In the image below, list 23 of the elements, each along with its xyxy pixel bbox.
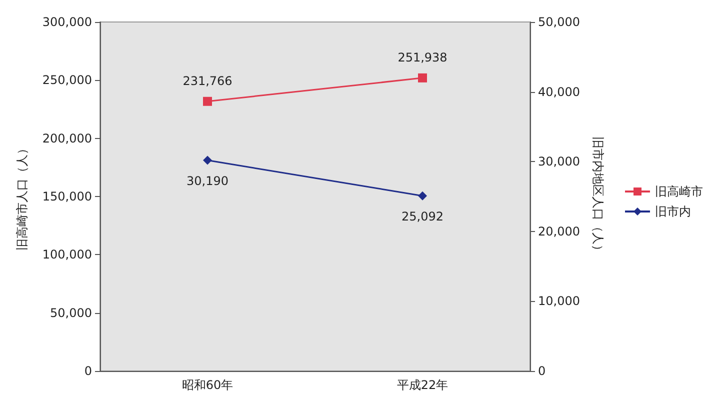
- data-label: 30,190: [186, 174, 228, 188]
- y-tick-label: 100,000: [42, 248, 92, 262]
- y-tick-label: 300,000: [42, 15, 92, 29]
- y-axis-title: 旧高崎市人口（人）: [15, 142, 29, 250]
- y-tick-label: 150,000: [42, 190, 92, 204]
- y2-tick-label: 0: [538, 364, 546, 378]
- data-label: 25,092: [402, 209, 444, 224]
- y2-tick-label: 40,000: [538, 84, 580, 99]
- y2-axis-title: 旧市内地区人口（人）: [591, 136, 605, 256]
- y-tick-label: 50,000: [50, 306, 92, 320]
- x-tick-label: 昭和60年: [182, 378, 234, 392]
- y2-tick-label: 30,000: [538, 154, 580, 169]
- y-tick-label: 250,000: [42, 73, 92, 88]
- legend-label: 旧高崎市: [655, 184, 703, 198]
- y-tick-label: 200,000: [42, 131, 92, 146]
- y2-tick-label: 10,000: [538, 294, 580, 308]
- data-label: 231,766: [182, 74, 232, 88]
- data-label: 251,938: [398, 50, 448, 64]
- legend-label: 旧市内: [655, 204, 691, 218]
- y-tick-label: 0: [84, 364, 92, 378]
- x-tick-label: 平成22年: [396, 378, 448, 392]
- y2-tick-label: 50,000: [538, 15, 580, 29]
- y2-tick-label: 20,000: [538, 224, 580, 238]
